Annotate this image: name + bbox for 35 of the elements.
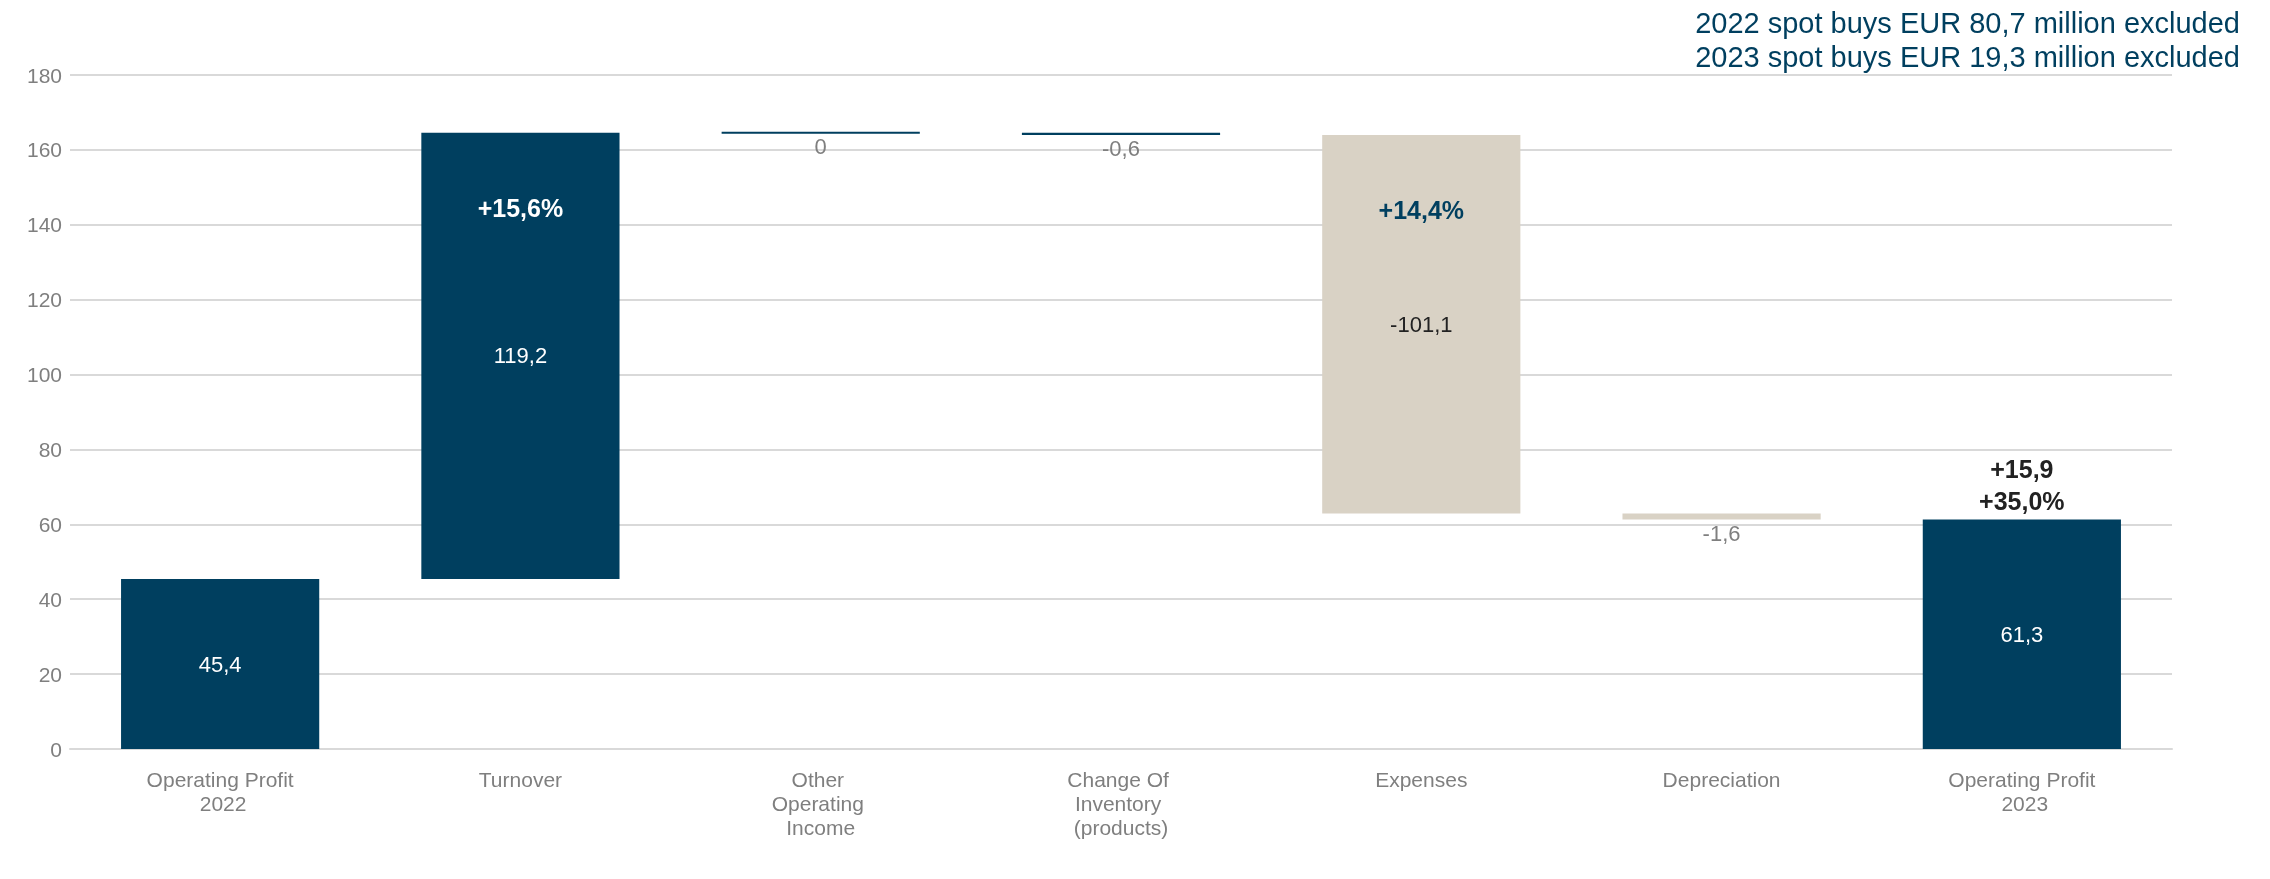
annotation: +14,4% [1378,195,1465,224]
y-tick-label: 120 [26,288,62,312]
x-tick-label: Expenses [1375,767,1468,791]
data-label: 61,3 [2000,621,2044,647]
y-tick-label: 0 [50,737,62,761]
data-label: 45,4 [198,651,242,677]
annotation: +35,0% [1979,487,2065,516]
data-label: 119,2 [493,343,548,369]
bar [1922,519,2121,749]
y-tick-label: 80 [38,437,62,461]
text: 2023 spot buys EUR 19,3 million excluded [1695,40,2241,73]
bar [1322,134,1521,514]
data-label: -0,6 [1102,136,1140,162]
data-label: 0 [814,134,827,160]
x-tick-label: Depreciation [1662,767,1781,791]
bar [121,579,320,749]
x-tick-label: Change Of Inventory (products) [1067,767,1175,839]
y-tick-label: 20 [38,662,62,686]
y-tick-label: 160 [26,138,62,162]
y-tick-label: 140 [26,213,62,237]
annotation: +15,6% [477,193,564,222]
y-tick-label: 40 [38,587,62,611]
y-tick-label: 100 [26,363,62,387]
bar [421,132,620,579]
y-tick-label: 60 [38,512,62,536]
data-label: -1,6 [1702,520,1741,546]
data-label: -101,1 [1390,311,1453,337]
text: 2022 spot buys EUR 80,7 million excluded [1695,6,2241,39]
bar [1622,513,1821,520]
annotation: +15,9 [1990,455,2054,484]
x-tick-label: Other Operating Income [771,767,870,839]
x-tick-label: Operating Profit 2023 [1948,767,2096,815]
y-tick-label: 180 [26,63,62,87]
x-tick-label: Operating Profit 2022 [146,767,294,815]
x-tick-label: Turnover [478,767,563,791]
